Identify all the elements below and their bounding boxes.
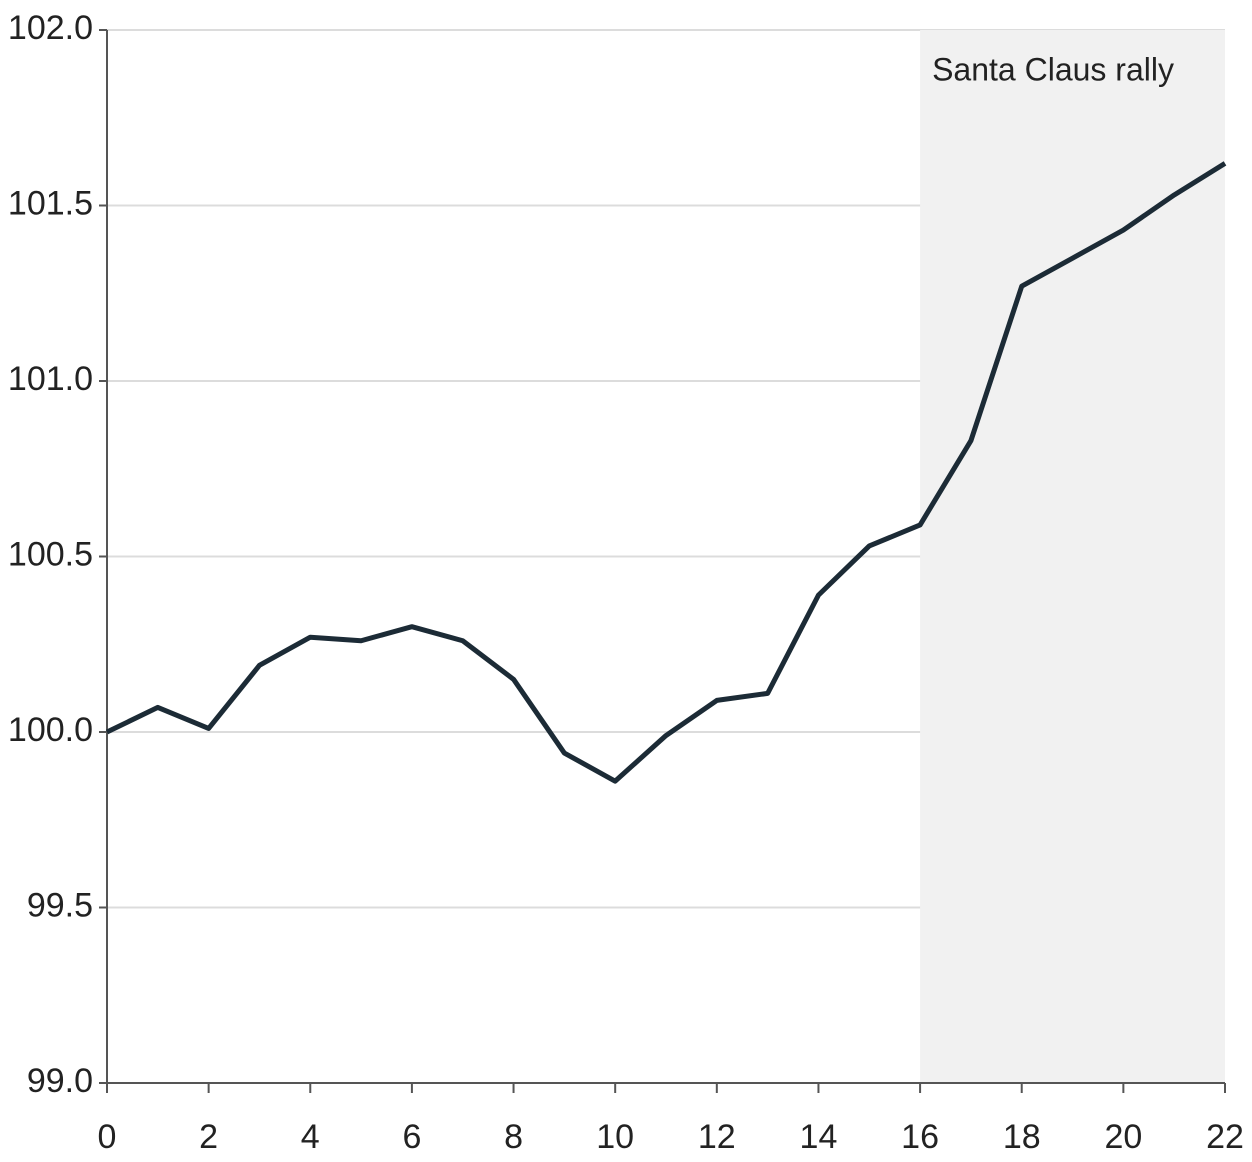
x-tick-label: 16 — [901, 1118, 939, 1156]
x-tick-label: 0 — [98, 1118, 117, 1156]
highlight-label: Santa Claus rally — [932, 51, 1174, 87]
x-tick-label: 6 — [402, 1118, 421, 1156]
y-tick-label: 100.5 — [8, 535, 93, 573]
x-tick-label: 22 — [1206, 1118, 1244, 1156]
highlight-region — [920, 30, 1225, 1083]
y-tick-label: 99.5 — [27, 886, 93, 924]
y-tick-label: 100.0 — [8, 711, 93, 749]
y-tick-label: 99.0 — [27, 1062, 93, 1100]
data-line — [105, 161, 1227, 784]
x-tick-label: 2 — [199, 1118, 218, 1156]
x-tick-label: 20 — [1104, 1118, 1142, 1156]
x-tick-label: 12 — [698, 1118, 736, 1156]
y-tick-label: 101.0 — [8, 360, 93, 398]
x-tick-label: 18 — [1003, 1118, 1041, 1156]
x-tick-label: 14 — [800, 1118, 838, 1156]
y-tick-label: 102.0 — [8, 9, 93, 47]
x-tick-label: 4 — [301, 1118, 320, 1156]
y-tick-label: 101.5 — [8, 184, 93, 222]
x-tick-label: 8 — [504, 1118, 523, 1156]
x-tick-label: 10 — [596, 1118, 634, 1156]
